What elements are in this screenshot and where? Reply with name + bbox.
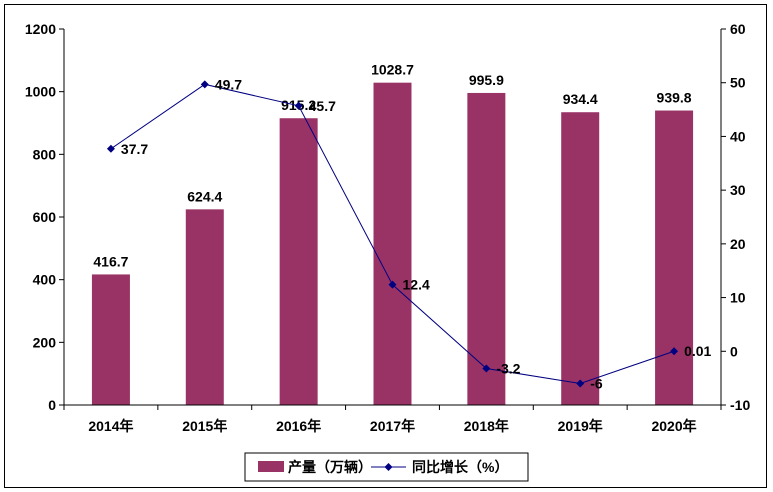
line-data-label: 49.7	[215, 76, 242, 92]
bar	[561, 112, 600, 405]
bar	[185, 209, 224, 405]
line-data-label: 45.7	[309, 98, 336, 114]
line-marker	[294, 101, 303, 110]
left-tick-label: 200	[33, 334, 57, 350]
line-marker	[200, 80, 209, 89]
bar-data-label: 624.4	[187, 188, 222, 204]
line-series	[106, 80, 679, 388]
category-label: 2019年	[558, 418, 603, 434]
right-tick-label: 10	[730, 290, 746, 306]
bar-data-label: 934.4	[563, 91, 598, 107]
right-tick-label: -10	[730, 397, 750, 413]
line-data-labels: 37.7 49.7 45.7 12.4 -3.2 -6 0.01	[121, 76, 712, 391]
left-tick-label: 1200	[25, 21, 56, 37]
bar-data-label: 1028.7	[371, 62, 414, 78]
left-tick-label: 600	[33, 209, 57, 225]
category-label: 2014年	[88, 418, 133, 434]
bar-data-label: 939.8	[657, 90, 692, 106]
bar	[373, 82, 412, 405]
right-axis-ticks: -10 0 10 20 30 40 50 60	[721, 21, 750, 413]
category-labels: 2014年 2015年 2016年 2017年 2018年 2019年 2020年	[63, 405, 722, 434]
left-tick-label: 1000	[25, 84, 56, 100]
category-label: 2018年	[464, 418, 509, 434]
category-label: 2015年	[182, 418, 227, 434]
line-data-label: 37.7	[121, 141, 148, 157]
bar	[655, 110, 694, 406]
line-marker	[670, 347, 679, 356]
line-marker	[576, 379, 585, 388]
legend-bar-label: 产量（万辆）	[288, 459, 372, 475]
legend-line-label: 同比增长（%）	[412, 459, 508, 475]
right-tick-label: 30	[730, 182, 746, 198]
legend-line-marker	[384, 463, 393, 471]
bar-series	[91, 82, 694, 406]
bar-data-label: 416.7	[93, 253, 128, 269]
category-label: 2017年	[370, 418, 415, 434]
left-tick-label: 400	[33, 272, 57, 288]
line-data-label: 0.01	[684, 343, 711, 359]
left-tick-label: 0	[48, 397, 56, 413]
line-data-label: -3.2	[496, 360, 520, 376]
bar-data-label: 995.9	[469, 72, 504, 88]
line-marker	[106, 144, 115, 153]
line-marker	[388, 280, 397, 289]
right-tick-label: 50	[730, 75, 746, 91]
line-marker	[482, 364, 491, 373]
right-tick-label: 40	[730, 128, 746, 144]
line-data-label: -6	[590, 376, 603, 392]
right-tick-label: 20	[730, 236, 746, 252]
right-tick-label: 0	[730, 343, 738, 359]
bar	[279, 118, 318, 405]
legend: 产量（万辆） 同比增长（%）	[244, 452, 529, 482]
bar	[467, 92, 506, 406]
left-axis-ticks: 0 200 400 600 800 1000 1200	[25, 21, 64, 413]
category-label: 2020年	[651, 418, 696, 434]
left-tick-label: 800	[33, 146, 57, 162]
category-label: 2016年	[276, 418, 321, 434]
line-data-label: 12.4	[403, 277, 430, 293]
bar	[91, 274, 130, 405]
legend-bar-swatch	[258, 461, 284, 472]
right-tick-label: 60	[730, 21, 746, 37]
